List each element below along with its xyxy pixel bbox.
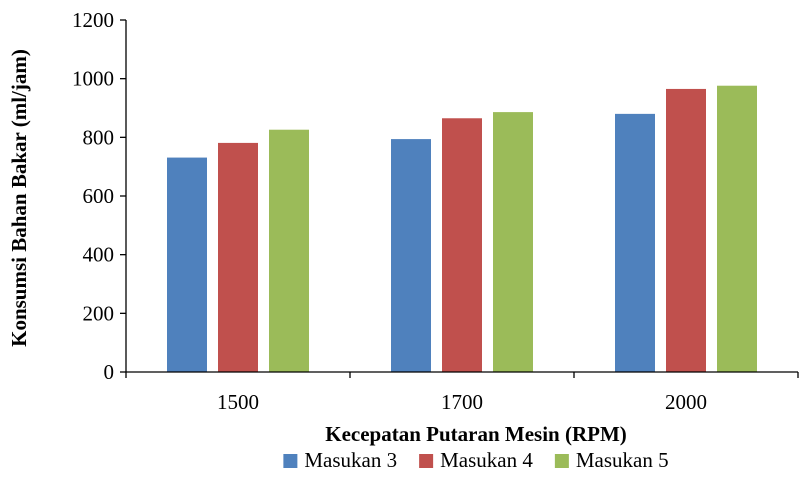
bar-masukan-3-2000 xyxy=(615,113,655,372)
y-tick-label: 200 xyxy=(83,301,115,325)
legend-swatch xyxy=(554,454,569,468)
y-tick-label: 600 xyxy=(83,184,115,208)
bars-group xyxy=(167,85,757,373)
bar-masukan-4-2000 xyxy=(666,88,706,372)
legend-label: Masukan 4 xyxy=(440,448,533,472)
plot-area: 0 200 400 600 800 1000 1200 1500 1700 2000 xyxy=(72,8,799,414)
bar-masukan-3-1500 xyxy=(167,157,207,372)
y-tick-label: 0 xyxy=(104,360,115,384)
y-tick-label: 1000 xyxy=(72,67,114,91)
legend: Masukan 3 Masukan 4 Masukan 5 xyxy=(283,448,669,472)
x-axis-title: Kecepatan Putaran Mesin (RPM) xyxy=(325,422,627,446)
y-tick-label: 1200 xyxy=(72,8,114,32)
legend-label: Masukan 5 xyxy=(576,448,669,472)
y-axis-ticks: 0 200 400 600 800 1000 1200 xyxy=(72,8,126,384)
y-axis-title: Konsumsi Bahan Bakar (ml/jam) xyxy=(7,49,31,347)
x-tick-label: 1700 xyxy=(441,390,483,414)
bar-masukan-4-1700 xyxy=(442,118,482,373)
legend-swatch xyxy=(419,454,434,468)
bar-masukan-5-1500 xyxy=(269,129,309,372)
x-tick-label: 2000 xyxy=(665,390,707,414)
bar-masukan-4-1500 xyxy=(218,142,258,372)
y-tick-label: 400 xyxy=(83,243,115,267)
legend-label: Masukan 3 xyxy=(304,448,397,472)
legend-swatch xyxy=(283,454,298,468)
bar-masukan-5-2000 xyxy=(717,85,757,372)
x-tick-label: 1500 xyxy=(217,390,259,414)
bar-masukan-5-1700 xyxy=(493,112,533,373)
x-axis-ticks: 1500 1700 2000 xyxy=(125,372,799,414)
bar-masukan-3-1700 xyxy=(391,139,431,372)
y-tick-label: 800 xyxy=(83,125,115,149)
